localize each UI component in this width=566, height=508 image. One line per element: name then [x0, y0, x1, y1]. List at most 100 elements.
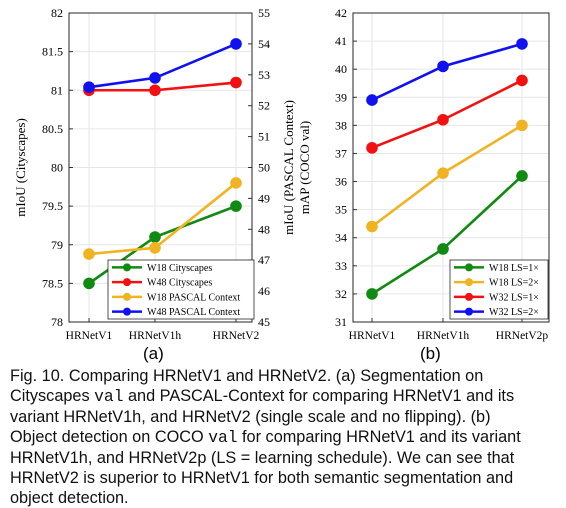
chart1-ytick-right-label: 50 [258, 161, 270, 175]
caption-line-5: HRNetV1h, and HRNetV2p (LS = learning sc… [10, 449, 515, 467]
caption-val-2: val [208, 428, 238, 447]
chart2-ytick-label: 32 [335, 287, 347, 301]
chart1-legend-label-0: W18 Cityscapes [147, 263, 212, 274]
chart1-ytick-right-label: 49 [258, 191, 270, 205]
chart1-ytick-label: 81.5 [42, 45, 63, 59]
chart1-series-point-3 [230, 38, 242, 50]
chart2-legend-label-1: W18 LS=2× [489, 278, 539, 289]
chart1-legend-label-1: W48 Cityscapes [147, 278, 212, 289]
chart2-legend-marker-3 [465, 307, 473, 316]
chart1-legend-marker-2 [123, 292, 131, 301]
chart1-xtick-label: HRNetV1 [66, 330, 113, 342]
chart2-legend-label-2: W32 LS=1× [489, 292, 539, 303]
chart2-xtick-label: HRNetV2p [496, 330, 549, 342]
panel-b-label: (b) [420, 344, 441, 363]
chart1-ytick-label: 82 [51, 6, 63, 20]
chart2-legend-label-3: W32 LS=2× [489, 307, 539, 318]
chart1-ytick-label: 81 [51, 83, 63, 97]
caption-line-7: object detection. [10, 489, 129, 507]
chart2-ytick-label: 39 [335, 90, 347, 104]
chart2-series-point-2 [516, 74, 528, 87]
chart2-ytick-label: 42 [335, 6, 347, 20]
caption-line-2a: Cityscapes [10, 387, 95, 405]
chart1-series-point-0 [230, 200, 242, 212]
chart2-ytick-label: 34 [335, 231, 347, 245]
chart1-ytick-label: 78.5 [42, 276, 63, 290]
chart1-ytick-right-label: 51 [258, 130, 270, 144]
chart2-ytick-label: 33 [335, 259, 347, 273]
chart1-series-point-1 [230, 76, 242, 89]
chart2-ytick-label: 40 [335, 62, 347, 76]
chart1-series-point-2 [149, 242, 161, 254]
chart2-frame [352, 12, 550, 323]
chart2-series-point-2 [366, 142, 378, 154]
chart1-xtick-label: HRNetV1h [129, 330, 182, 342]
chart2-ylabel: mAP (COCO val) [297, 121, 312, 214]
chart1-ytick-right-label: 55 [258, 6, 270, 20]
chart1-series-point-0 [83, 277, 95, 290]
chart1-ytick-right-label: 53 [258, 68, 270, 82]
figure-caption: Fig. 10. Comparing HRNetV1 and HRNetV2. … [10, 366, 558, 508]
panel-a-label: (a) [143, 344, 164, 363]
chart1-ytick-right-label: 46 [258, 284, 270, 298]
chart1-ytick-label: 79 [51, 238, 63, 252]
chart2-series-point-3 [516, 38, 528, 50]
chart2-series-point-3 [437, 60, 449, 73]
caption-line-4c: for comparing HRNetV1 and its variant [237, 428, 521, 446]
chart1-ytick-right-label: 47 [258, 253, 270, 267]
chart1-series-point-2 [83, 248, 95, 260]
chart2-series-point-3 [366, 94, 378, 106]
chart2-ytick-label: 36 [335, 175, 347, 189]
chart1-ytick-right-label: 45 [258, 315, 270, 329]
chart1-ytick-right-label: 48 [258, 222, 270, 236]
chart2-ytick-label: 31 [335, 315, 347, 329]
chart2-legend-marker-2 [465, 292, 473, 301]
chart1-series-point-1 [149, 84, 161, 97]
chart1-legend-marker-3 [123, 307, 131, 316]
chart1-ytick-label: 80.5 [42, 122, 63, 136]
chart2-ytick-label: 37 [335, 146, 347, 160]
chart2-ytick-label: 38 [335, 118, 347, 132]
chart1-ytick-label: 78 [51, 315, 63, 329]
chart2-series-point-0 [516, 170, 528, 182]
chart1-ytick-right-label: 52 [258, 99, 270, 113]
chart1-legend-marker-1 [123, 278, 131, 287]
chart1-ylabel-right: mIoU (PASCAL Context) [281, 100, 296, 235]
chart1-ytick-label: 80 [51, 161, 63, 175]
chart2-legend-marker-0 [465, 263, 473, 272]
caption-line-2: Cityscapes val and PASCAL-Context for co… [10, 386, 558, 407]
chart2-xtick-label: HRNetV1h [417, 330, 470, 342]
caption-line-4: Object detection on COCO val for compari… [10, 427, 558, 448]
chart1-legend-box [107, 259, 255, 320]
chart1-xtick-label: HRNetV2 [213, 330, 260, 342]
chart2-xtick-label: HRNetV1 [349, 330, 396, 342]
chart2-series-point-1 [437, 167, 449, 179]
chart1-frame [68, 12, 253, 323]
chart1-legend-label-3: W48 PASCAL Context [147, 307, 240, 318]
caption-line-6: HRNetV2 is superior to HRNetV1 for both … [10, 469, 514, 487]
chart1-series-point-3 [83, 81, 95, 93]
caption-line-1: Fig. 10. Comparing HRNetV1 and HRNetV2. … [10, 367, 484, 385]
chart1-ylabel: mIoU (Cityscapes) [13, 118, 28, 217]
chart2-series-point-0 [366, 288, 378, 300]
chart2-series-point-0 [437, 243, 449, 255]
chart2-series-point-2 [437, 113, 449, 126]
chart2-legend-label-0: W18 LS=1× [489, 263, 539, 274]
chart1-legend-marker-0 [123, 263, 131, 272]
chart1-ytick-label: 79.5 [42, 199, 63, 213]
chart1-series-point-2 [230, 177, 242, 189]
chart2-legend-marker-1 [465, 278, 473, 287]
chart2-ytick-label: 35 [335, 203, 347, 217]
caption-line-4a: Object detection on COCO [10, 428, 209, 446]
chart2-ytick-label: 41 [335, 34, 347, 48]
chart1-series-point-0 [149, 231, 161, 243]
chart2-series-point-1 [366, 220, 378, 233]
chart1-legend-label-2: W18 PASCAL Context [147, 292, 240, 303]
chart1-ytick-right-label: 54 [258, 37, 270, 51]
caption-line-3: variant HRNetV1h, and HRNetV2 (single sc… [10, 408, 491, 426]
caption-line-2c: and PASCAL-Context for comparing HRNetV1… [123, 387, 515, 405]
chart1-series-point-3 [149, 72, 161, 84]
caption-val-1: val [94, 387, 124, 406]
chart2-series-point-1 [516, 119, 528, 132]
